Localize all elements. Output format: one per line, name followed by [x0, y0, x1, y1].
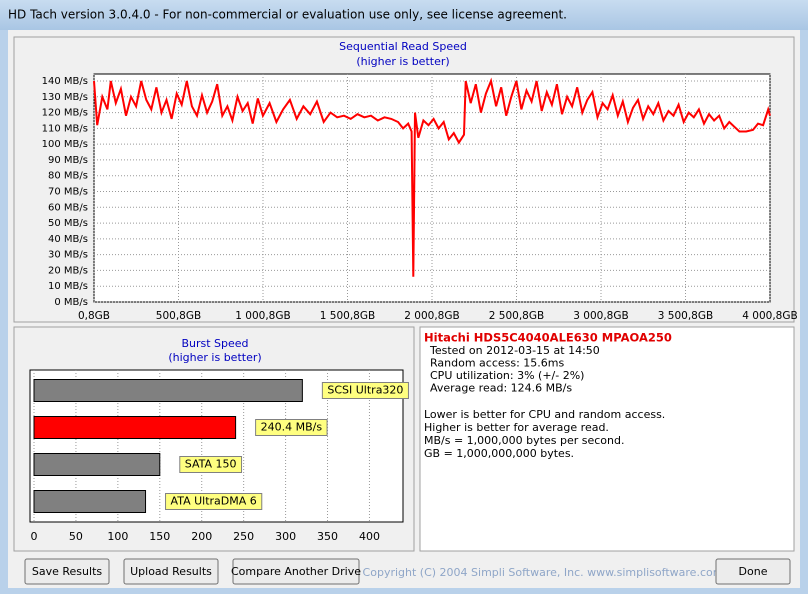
x-tick-label: 350: [317, 530, 338, 543]
button-label[interactable]: Upload Results: [130, 565, 212, 578]
info-line: Tested on 2012-03-15 at 14:50: [429, 344, 600, 357]
y-tick-label: 70 MB/s: [48, 187, 88, 198]
y-tick-label: 80 MB/s: [48, 171, 88, 182]
info-note: GB = 1,000,000,000 bytes.: [424, 447, 574, 460]
bar-label-box: [321, 382, 409, 399]
button[interactable]: [123, 558, 219, 585]
bar-label: 240.4 MB/s: [261, 421, 323, 434]
bar: [33, 379, 303, 402]
bar-label-box: [255, 419, 328, 436]
x-tick-label: 3 000,8GB: [573, 310, 628, 322]
bar: [33, 453, 161, 476]
bar-label-box: [179, 456, 243, 473]
info-line: CPU utilization: 3% (+/- 2%): [430, 369, 584, 382]
y-tick-label: 30 MB/s: [48, 250, 88, 261]
button[interactable]: [232, 558, 360, 585]
info-note: Higher is better for average read.: [424, 421, 609, 434]
x-tick-label: 4 000,8GB: [742, 310, 797, 322]
button[interactable]: [24, 558, 110, 585]
chart-title: Sequential Read Speed: [339, 40, 467, 53]
info-note: Lower is better for CPU and random acces…: [424, 408, 665, 421]
burst-subtitle: (higher is better): [168, 351, 261, 364]
title-bar: [0, 0, 808, 30]
x-tick-label: 400: [359, 530, 380, 543]
x-tick-label: 50: [69, 530, 83, 543]
button-label[interactable]: Compare Another Drive: [231, 565, 361, 578]
x-tick-label: 2 000,8GB: [404, 310, 459, 322]
burst-title: Burst Speed: [181, 337, 248, 350]
y-tick-label: 60 MB/s: [48, 202, 88, 213]
bar-label: ATA UltraDMA 6: [171, 495, 257, 508]
bar-label: SCSI Ultra320: [327, 384, 403, 397]
y-tick-label: 90 MB/s: [48, 155, 88, 166]
x-tick-label: 250: [233, 530, 254, 543]
bar: [33, 490, 147, 513]
y-tick-label: 20 MB/s: [48, 265, 88, 276]
window-title: HD Tach version 3.0.4.0 - For non-commer…: [8, 8, 567, 22]
y-tick-label: 120 MB/s: [42, 108, 88, 119]
x-tick-label: 200: [191, 530, 212, 543]
button-label[interactable]: Save Results: [32, 565, 102, 578]
info-title: Hitachi HDS5C4040ALE630 MPAOA250: [424, 331, 672, 345]
bar-label: SATA 150: [185, 458, 237, 471]
bar: [33, 416, 237, 439]
info-line: Average read: 124.6 MB/s: [430, 382, 572, 395]
copyright: Copyright (C) 2004 Simpli Software, Inc.…: [363, 566, 724, 579]
y-tick-label: 130 MB/s: [42, 92, 88, 103]
y-tick-label: 0 MB/s: [54, 297, 88, 308]
chart-subtitle: (higher is better): [356, 55, 449, 68]
y-tick-label: 140 MB/s: [42, 76, 88, 87]
info-line: Random access: 15.6ms: [430, 357, 565, 370]
y-tick-label: 40 MB/s: [48, 234, 88, 245]
info-panel: [419, 326, 795, 552]
x-tick-label: 500,8GB: [156, 310, 201, 322]
bar-label-box: [165, 493, 263, 510]
button[interactable]: [715, 558, 791, 585]
x-tick-label: 3 500,8GB: [658, 310, 713, 322]
y-tick-label: 110 MB/s: [42, 123, 88, 134]
x-tick-label: 1 500,8GB: [320, 310, 375, 322]
x-tick-label: 2 500,8GB: [489, 310, 544, 322]
y-tick-label: 10 MB/s: [48, 281, 88, 292]
read-line: [93, 77, 771, 277]
y-tick-label: 100 MB/s: [42, 139, 88, 150]
button-label[interactable]: Done: [739, 565, 768, 578]
x-tick-label: 100: [107, 530, 128, 543]
x-tick-label: 0,8GB: [78, 310, 110, 322]
x-tick-label: 300: [275, 530, 296, 543]
x-tick-label: 1 000,8GB: [235, 310, 290, 322]
x-tick-label: 150: [149, 530, 170, 543]
y-tick-label: 50 MB/s: [48, 218, 88, 229]
info-note: MB/s = 1,000,000 bytes per second.: [424, 434, 624, 447]
x-tick-label: 0: [31, 530, 38, 543]
